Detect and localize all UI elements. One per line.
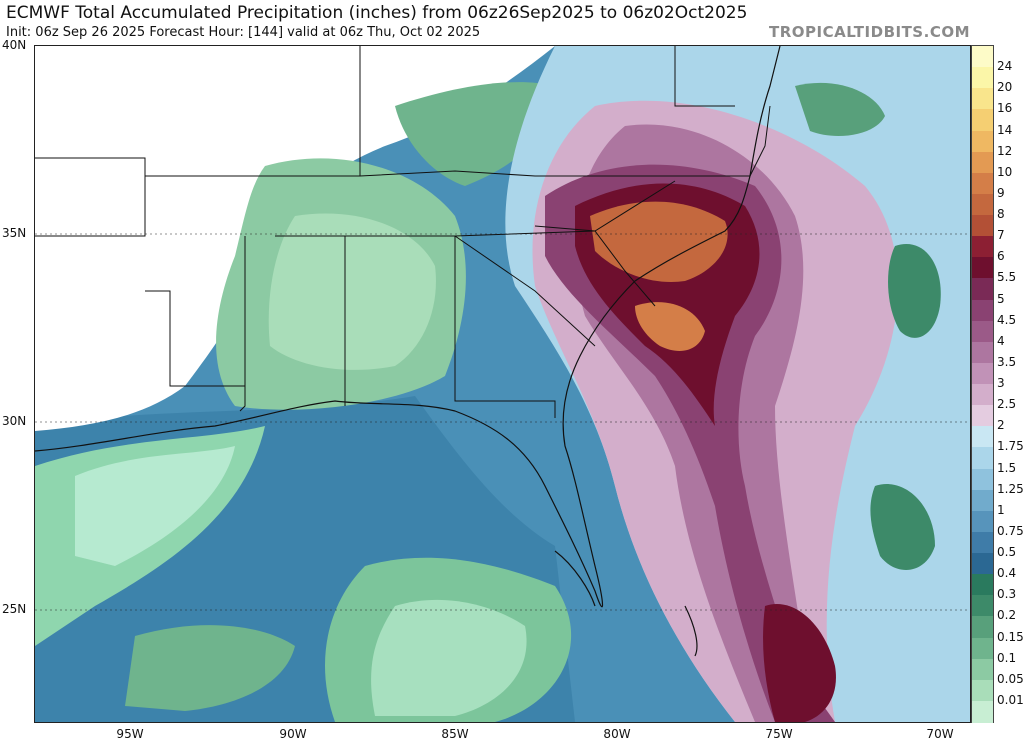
colorbar-label: 1.25 [997,481,1024,496]
green-band-inner [268,213,436,370]
colorbar-swatch [972,553,993,575]
lon-label-90w: 90W [279,727,307,741]
colorbar-swatch [972,531,993,554]
orange-max-2 [635,302,705,351]
lon-label-85w: 85W [441,727,469,741]
colorbar-swatch [972,130,993,153]
map-canvas [35,46,970,722]
colorbar-swatch [972,172,993,195]
colorbar-swatch [972,510,993,533]
colorbar [971,45,994,723]
colorbar-label: 8 [997,207,1005,221]
lon-label-70w: 70W [926,727,954,741]
colorbar-label: 3.5 [997,354,1017,369]
colorbar-swatch [972,405,993,427]
colorbar-label: 5 [997,291,1005,306]
colorbar-label: 0.15 [997,629,1024,644]
coastline [35,46,781,657]
state-borders [35,46,771,418]
colorbar-label: 3 [997,376,1005,390]
colorbar-swatch [972,447,993,469]
colorbar-swatch [972,384,993,406]
lon-label-75w: 75W [765,727,793,741]
colorbar-label: 12 [997,143,1013,158]
lon-label-80w: 80W [603,727,631,741]
lat-label-30n: 30N [2,414,27,428]
colorbar-swatch [972,109,993,131]
colorbar-label: 2.5 [997,397,1017,412]
precipitation-map[interactable] [34,45,971,723]
green-north [395,82,555,186]
colorbar-label: 4 [997,333,1005,348]
colorbar-swatch [972,637,993,660]
colorbar-label: 1.5 [997,460,1017,475]
gulf-green-pale-south [371,599,527,716]
colorbar-swatch [972,151,993,174]
latlon-grid [35,233,970,611]
colorbar-label: 0.2 [997,608,1017,623]
colorbar-label: 4.5 [997,312,1017,327]
colorbar-swatch [972,215,993,237]
colorbar-swatch [972,278,993,300]
colorbar-label: 0.1 [997,650,1017,665]
brand-watermark: TROPICALTIDBITS.COM [769,23,970,41]
green-patch-east [888,244,941,338]
gulf-green-pale [75,446,235,566]
colorbar-label: 20 [997,80,1013,95]
colorbar-swatch [972,616,993,638]
colorbar-swatch [972,236,993,258]
chart-title: ECMWF Total Accumulated Precipitation (i… [6,3,748,23]
colorbar-label: 0.05 [997,671,1024,686]
colorbar-swatch [972,193,993,216]
colorbar-swatch [972,341,993,364]
colorbar-swatch [972,362,993,385]
green-patch-ne [795,82,885,136]
colorbar-swatch [972,658,993,681]
gulf-green-patch [125,625,295,711]
lat-label-35n: 35N [2,226,27,240]
colorbar-swatch [972,574,993,596]
colorbar-label: 0.01 [997,692,1024,707]
colorbar-label: 1.75 [997,439,1024,454]
colorbar-swatch [972,257,993,279]
lon-label-95w: 95W [116,727,144,741]
colorbar-swatch [972,468,993,491]
colorbar-swatch [972,320,993,343]
colorbar-label: 5.5 [997,270,1017,285]
colorbar-label: 14 [997,122,1013,137]
colorbar-label: 0.5 [997,545,1017,559]
lat-label-25n: 25N [2,602,27,616]
chart-subtitle: Init: 06z Sep 26 2025 Forecast Hour: [14… [6,25,481,40]
maroon-south [763,604,836,722]
colorbar-swatch [972,88,993,110]
colorbar-swatch [972,679,993,702]
colorbar-label: 7 [997,228,1005,243]
lat-label-40n: 40N [2,38,27,52]
colorbar-swatch [972,67,993,89]
colorbar-swatch [972,700,993,723]
colorbar-label: 0.75 [997,523,1024,538]
colorbar-label: 6 [997,249,1005,264]
orange-max-1 [590,201,728,282]
colorbar-swatch-cap [972,46,993,68]
colorbar-label: 1 [997,502,1005,517]
colorbar-label: 2 [997,418,1005,433]
colorbar-label: 0.4 [997,566,1017,581]
colorbar-label: 24 [997,59,1013,74]
dry-land [35,46,555,431]
colorbar-swatch [972,595,993,617]
colorbar-label: 9 [997,185,1005,200]
green-patch-se [870,484,935,570]
colorbar-swatch [972,299,993,322]
colorbar-label: 10 [997,164,1013,179]
colorbar-label: 16 [997,101,1013,116]
colorbar-swatch [972,426,993,448]
colorbar-label: 0.3 [997,587,1017,602]
colorbar-swatch [972,489,993,512]
